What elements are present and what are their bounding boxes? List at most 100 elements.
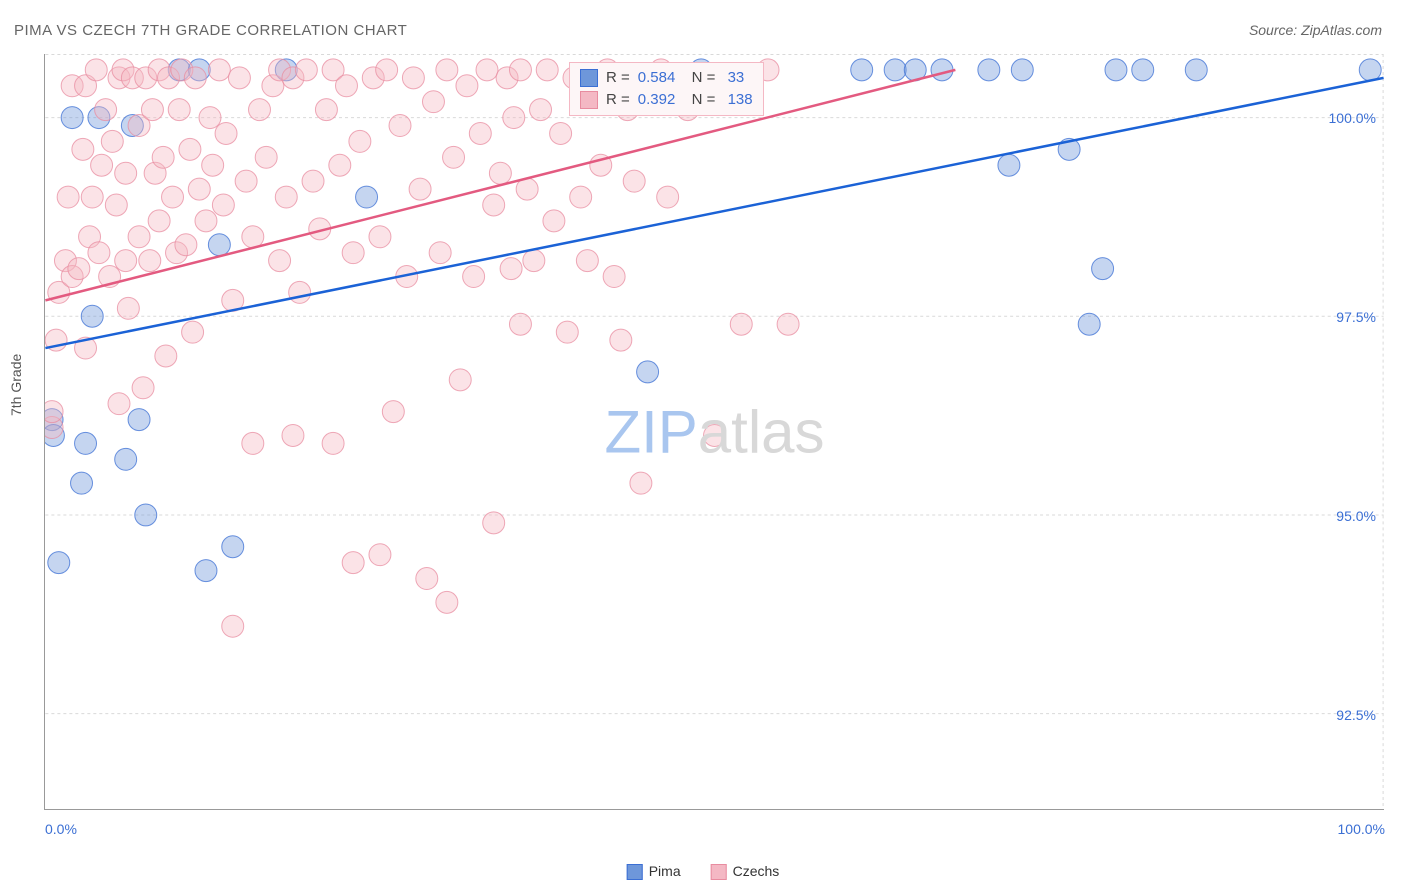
- point-czechs: [105, 194, 127, 216]
- point-czechs: [188, 178, 210, 200]
- point-pima: [128, 409, 150, 431]
- point-pima: [75, 432, 97, 454]
- point-czechs: [222, 615, 244, 637]
- point-pima: [1011, 59, 1033, 81]
- legend-r-value: 0.584: [638, 67, 676, 89]
- point-czechs: [175, 234, 197, 256]
- point-czechs: [101, 130, 123, 152]
- point-pima: [61, 107, 83, 129]
- point-czechs: [476, 59, 498, 81]
- point-czechs: [550, 122, 572, 144]
- point-pima: [637, 361, 659, 383]
- point-czechs: [429, 242, 451, 264]
- legend-row: R = 0.584 N = 33: [580, 67, 753, 89]
- y-tick-label: 97.5%: [1336, 309, 1376, 325]
- point-czechs: [152, 146, 174, 168]
- legend-r-value: 0.392: [638, 89, 676, 111]
- y-axis-label: 7th Grade: [8, 354, 24, 416]
- point-czechs: [376, 59, 398, 81]
- point-czechs: [389, 115, 411, 137]
- point-czechs: [208, 59, 230, 81]
- point-czechs: [242, 226, 264, 248]
- point-czechs: [228, 67, 250, 89]
- point-czechs: [530, 99, 552, 121]
- point-czechs: [289, 281, 311, 303]
- legend-item: Czechs: [711, 863, 780, 880]
- point-czechs: [342, 242, 364, 264]
- point-czechs: [88, 242, 110, 264]
- y-tick-label: 100.0%: [1329, 110, 1376, 126]
- x-tick-label: 0.0%: [45, 821, 77, 837]
- point-pima: [135, 504, 157, 526]
- point-czechs: [322, 432, 344, 454]
- legend-r-label: R =: [606, 89, 630, 111]
- point-czechs: [449, 369, 471, 391]
- point-pima: [931, 59, 953, 81]
- point-pima: [851, 59, 873, 81]
- point-czechs: [463, 266, 485, 288]
- point-czechs: [556, 321, 578, 343]
- point-czechs: [436, 591, 458, 613]
- point-czechs: [623, 170, 645, 192]
- point-czechs: [269, 250, 291, 272]
- point-czechs: [117, 297, 139, 319]
- point-czechs: [369, 544, 391, 566]
- point-czechs: [128, 226, 150, 248]
- point-czechs: [416, 568, 438, 590]
- legend-row: R = 0.392 N = 138: [580, 89, 753, 111]
- trendline-pima: [45, 78, 1383, 348]
- point-czechs: [182, 321, 204, 343]
- plot-area: 92.5%95.0%97.5%100.0% 0.0%100.0% ZIPatla…: [44, 54, 1384, 810]
- point-czechs: [302, 170, 324, 192]
- point-czechs: [576, 250, 598, 272]
- point-czechs: [483, 194, 505, 216]
- point-czechs: [195, 210, 217, 232]
- x-tick-label: 100.0%: [1338, 821, 1385, 837]
- y-tick-label: 92.5%: [1336, 707, 1376, 723]
- point-czechs: [45, 401, 63, 423]
- point-czechs: [409, 178, 431, 200]
- chart-title: PIMA VS CZECH 7TH GRADE CORRELATION CHAR…: [14, 22, 407, 39]
- legend-swatch: [580, 91, 598, 109]
- point-czechs: [543, 210, 565, 232]
- point-pima: [48, 552, 70, 574]
- point-czechs: [72, 138, 94, 160]
- point-pima: [978, 59, 1000, 81]
- point-czechs: [436, 59, 458, 81]
- point-pima: [1092, 258, 1114, 280]
- point-czechs: [536, 59, 558, 81]
- point-pima: [1132, 59, 1154, 81]
- chart-svg: [45, 54, 1384, 809]
- point-pima: [71, 472, 93, 494]
- point-czechs: [483, 512, 505, 534]
- point-czechs: [336, 75, 358, 97]
- point-czechs: [329, 154, 351, 176]
- point-czechs: [162, 186, 184, 208]
- point-czechs: [275, 186, 297, 208]
- point-czechs: [179, 138, 201, 160]
- legend-item: Pima: [627, 863, 681, 880]
- point-czechs: [570, 186, 592, 208]
- point-pima: [1359, 59, 1381, 81]
- point-czechs: [509, 313, 531, 335]
- point-czechs: [68, 258, 90, 280]
- point-czechs: [489, 162, 511, 184]
- point-czechs: [282, 424, 304, 446]
- point-czechs: [255, 146, 277, 168]
- point-czechs: [422, 91, 444, 113]
- point-czechs: [249, 99, 271, 121]
- point-czechs: [215, 122, 237, 144]
- y-tick-label: 95.0%: [1336, 508, 1376, 524]
- point-czechs: [199, 107, 221, 129]
- point-czechs: [315, 99, 337, 121]
- point-pima: [222, 536, 244, 558]
- point-czechs: [115, 250, 137, 272]
- point-pima: [356, 186, 378, 208]
- point-czechs: [342, 552, 364, 574]
- point-czechs: [509, 59, 531, 81]
- legend-n-label: N =: [683, 89, 715, 111]
- point-czechs: [91, 154, 113, 176]
- point-czechs: [704, 424, 726, 446]
- legend-n-label: N =: [683, 67, 715, 89]
- point-czechs: [155, 345, 177, 367]
